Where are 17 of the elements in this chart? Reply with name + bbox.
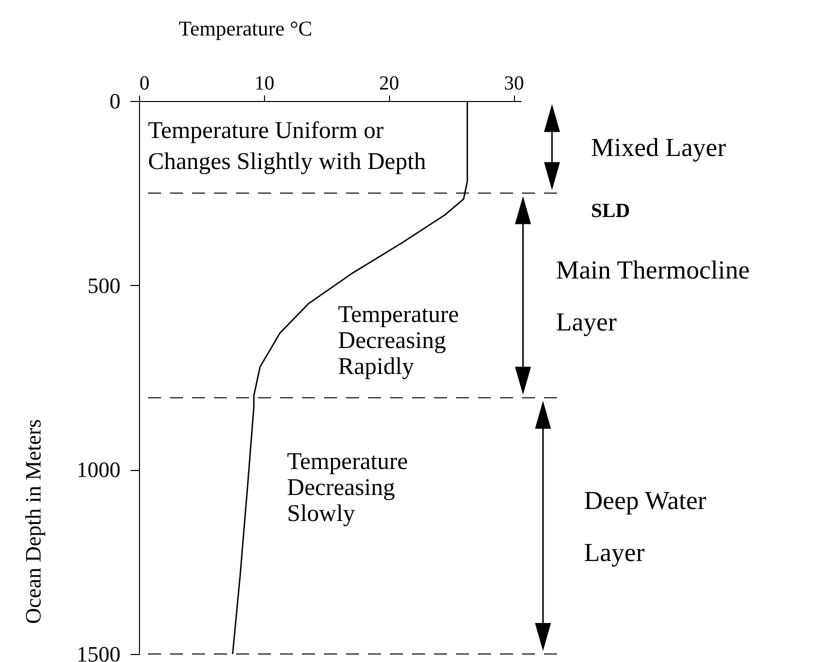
y-tick-label: 500 [88,272,120,298]
annotation: Temperature Uniform or Changes Slightly with Depth [148,118,426,175]
text: Mixed Layer [591,133,726,162]
x-tick-label: 30 [504,72,524,94]
text: Main Thermocline Layer [556,255,750,336]
text: Deep Water Layer [584,486,707,567]
y-axis-title: Ocean Depth in Meters [20,419,46,624]
x-axis-title: Temperature °C [178,16,312,40]
x-tick-label: 0 [140,72,150,94]
y-tick-label: 0 [110,88,120,114]
annotation: Temperature Decreasing Slowly [287,449,408,527]
ref-line-label: SLD [591,200,630,222]
x-tick-label: 20 [379,72,400,94]
y-tick-label: 1000 [76,457,120,482]
annotation: Temperature Decreasing Rapidly [338,302,459,380]
x-tick-label: 10 [254,72,274,94]
y-tick-label: 1500 [76,642,120,662]
